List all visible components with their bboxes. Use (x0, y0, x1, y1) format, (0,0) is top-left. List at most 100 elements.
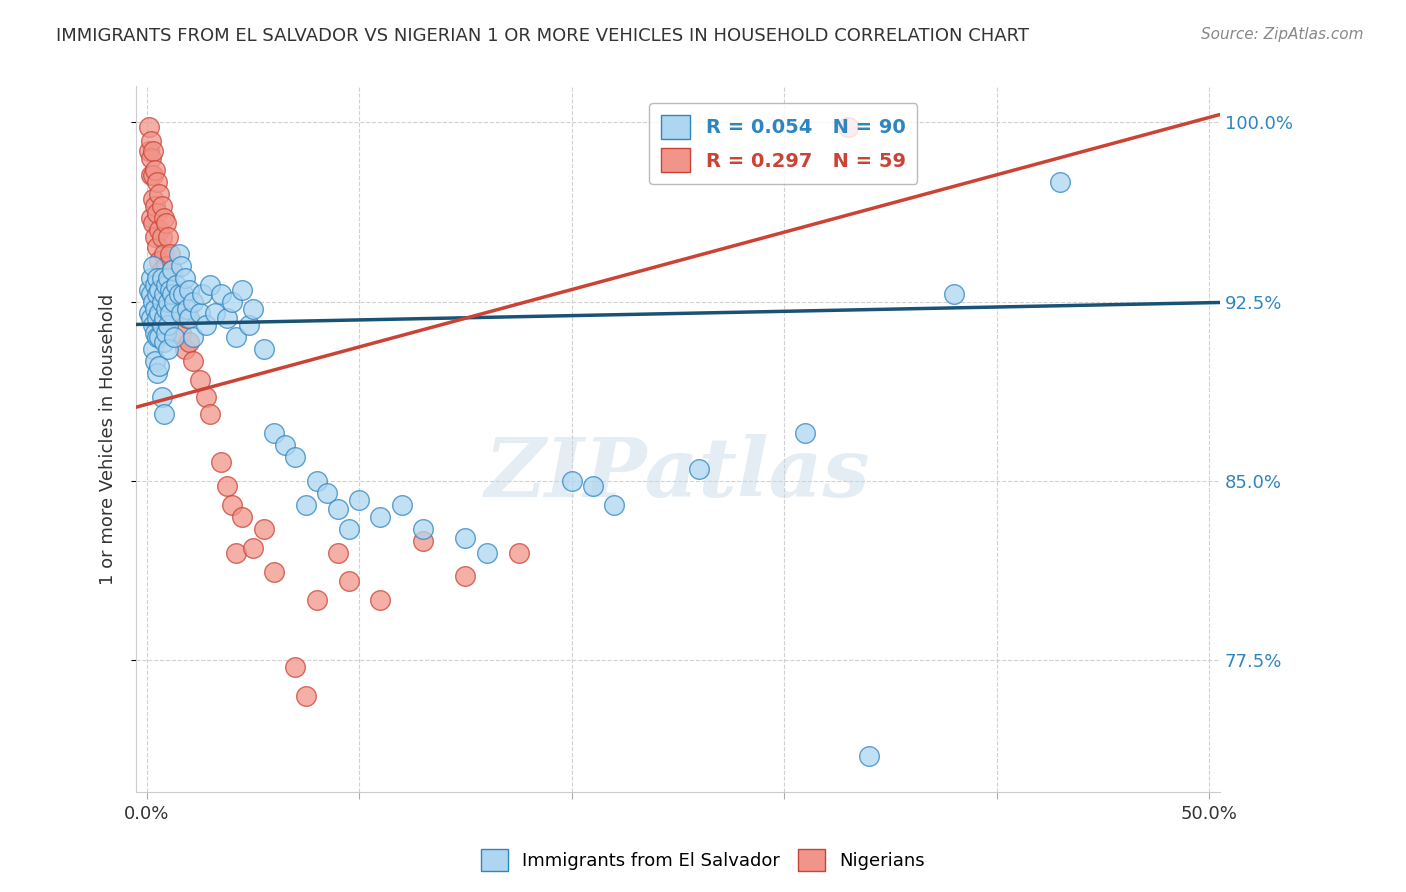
Point (188, 373, 211, 387)
Point (139, 287, 162, 301)
Point (148, 283, 170, 297)
Point (167, 246, 190, 260)
Point (837, 120, 859, 134)
Point (170, 326, 193, 340)
Text: ZIPatlas: ZIPatlas (485, 434, 870, 514)
Point (139, 134, 162, 148)
Point (148, 330, 170, 344)
Point (139, 270, 162, 285)
Point (688, 462, 710, 476)
Point (454, 531, 477, 545)
Point (138, 306, 160, 320)
Point (412, 533, 434, 548)
Point (143, 326, 166, 340)
Text: 0.0%: 0.0% (124, 805, 169, 823)
Point (295, 498, 318, 512)
Point (142, 318, 165, 333)
Point (179, 311, 201, 326)
Point (508, 545, 530, 559)
Point (155, 259, 177, 273)
Legend: Immigrants from El Salvador, Nigerians: Immigrants from El Salvador, Nigerians (474, 842, 932, 879)
Point (231, 509, 253, 524)
Point (139, 168, 162, 182)
Point (252, 522, 274, 536)
Point (150, 390, 173, 404)
Point (238, 318, 260, 333)
Point (148, 306, 170, 320)
Point (179, 335, 201, 350)
Point (156, 294, 179, 309)
Point (150, 318, 173, 333)
Point (146, 366, 169, 380)
Point (150, 270, 173, 285)
Point (139, 311, 162, 326)
Point (156, 230, 179, 244)
Point (155, 326, 177, 340)
Point (179, 283, 201, 297)
Text: 50.0%: 50.0% (1181, 805, 1237, 823)
Point (143, 301, 166, 316)
Point (142, 144, 165, 158)
Point (191, 287, 214, 301)
Point (167, 294, 190, 309)
Point (142, 168, 165, 182)
Point (263, 565, 285, 579)
Point (209, 287, 232, 301)
Point (142, 343, 165, 357)
Point (159, 283, 181, 297)
Point (337, 574, 360, 589)
Point (176, 301, 198, 316)
Point (305, 593, 328, 607)
Text: IMMIGRANTS FROM EL SALVADOR VS NIGERIAN 1 OR MORE VEHICLES IN HOUSEHOLD CORRELAT: IMMIGRANTS FROM EL SALVADOR VS NIGERIAN … (56, 27, 1029, 45)
Point (225, 545, 247, 559)
Point (263, 425, 285, 440)
Point (146, 239, 169, 253)
Point (391, 498, 413, 512)
Point (176, 311, 198, 326)
Point (160, 287, 183, 301)
Point (146, 311, 169, 326)
Point (150, 199, 173, 213)
Point (148, 253, 170, 268)
Point (148, 186, 170, 201)
Point (603, 498, 626, 512)
Point (794, 425, 817, 440)
Point (195, 390, 218, 404)
Point (166, 277, 188, 292)
Point (142, 259, 165, 273)
Point (163, 330, 186, 344)
Point (146, 206, 169, 220)
Point (204, 306, 226, 320)
Point (284, 450, 307, 464)
Point (142, 192, 165, 206)
Point (217, 478, 239, 492)
Point (138, 144, 160, 158)
Point (326, 545, 349, 559)
Point (209, 455, 232, 469)
Point (454, 569, 477, 583)
Point (148, 359, 170, 373)
Point (561, 474, 583, 488)
Point (231, 283, 253, 297)
Point (139, 211, 162, 225)
Point (152, 335, 174, 350)
Point (370, 509, 392, 524)
Point (156, 343, 179, 357)
Point (146, 270, 169, 285)
Y-axis label: 1 or more Vehicles in Household: 1 or more Vehicles in Household (100, 293, 117, 584)
Legend: R = 0.054   N = 90, R = 0.297   N = 59: R = 0.054 N = 90, R = 0.297 N = 59 (650, 103, 918, 184)
Point (305, 474, 328, 488)
Point (1049, 175, 1071, 189)
Point (195, 318, 218, 333)
Point (370, 593, 392, 607)
Point (170, 306, 193, 320)
Point (326, 502, 349, 516)
Point (163, 283, 186, 297)
Point (295, 689, 318, 703)
Point (146, 175, 169, 189)
Point (150, 230, 173, 244)
Point (166, 301, 188, 316)
Point (152, 311, 174, 326)
Point (150, 294, 173, 309)
Point (242, 541, 264, 555)
